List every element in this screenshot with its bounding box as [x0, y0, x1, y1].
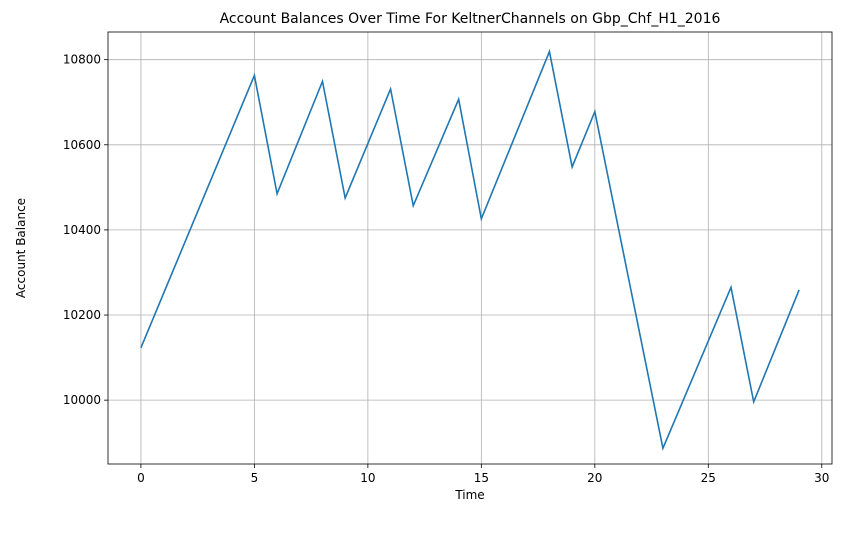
x-tick-label: 30 [814, 471, 829, 485]
ticks: 0 5 10 15 20 25 30 10000 10200 10400 10600 10800 [63, 53, 830, 485]
y-tick-label: 10600 [63, 138, 101, 152]
grid [108, 32, 832, 464]
x-tick-label: 20 [587, 471, 602, 485]
chart-title: Account Balances Over Time For KeltnerCh… [220, 11, 721, 27]
x-axis-label: Time [454, 488, 484, 502]
y-tick-label: 10200 [63, 308, 101, 322]
x-tick-label: 0 [137, 471, 145, 485]
y-tick-label: 10000 [63, 393, 101, 407]
y-tick-label: 10400 [63, 223, 101, 237]
x-tick-label: 25 [701, 471, 716, 485]
x-tick-label: 5 [251, 471, 259, 485]
x-tick-label: 10 [360, 471, 375, 485]
series-line-1 [140, 48, 800, 451]
plot-frame [107, 31, 833, 465]
y-tick-label: 10800 [63, 53, 101, 67]
series-layer [140, 48, 800, 451]
x-tick-label: 15 [474, 471, 489, 485]
y-axis-label: Account Balance [14, 198, 28, 298]
